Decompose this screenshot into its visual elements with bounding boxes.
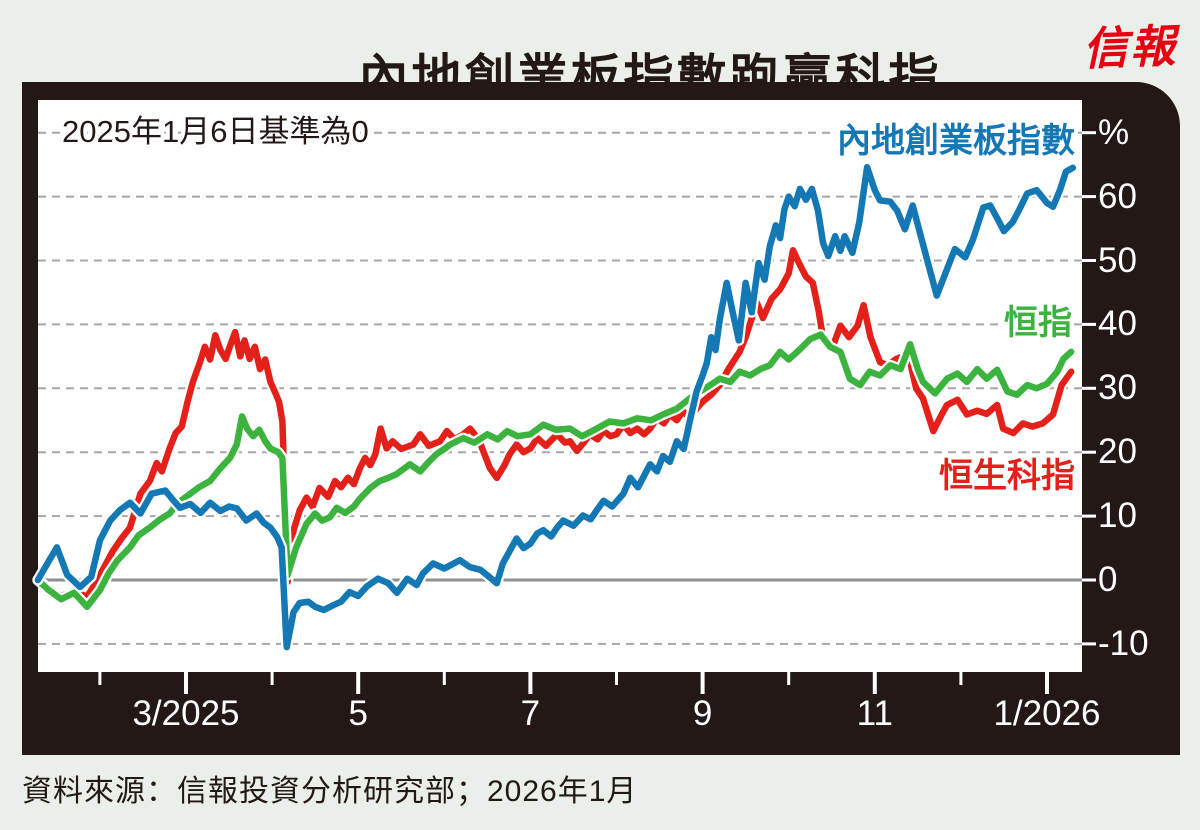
y-tick-label: 20 — [1098, 432, 1137, 472]
legend-label-hsi: 恒指 — [1004, 304, 1072, 342]
plot-area: 2025年1月6日基準為0 內地創業板指數恒指恒生科指 — [32, 100, 1096, 694]
series-line-hsi — [34, 331, 1075, 611]
series-line-hstech — [34, 247, 1075, 600]
baseline-note: 2025年1月6日基準為0 — [62, 114, 369, 149]
y-tick-label: 30 — [1098, 368, 1137, 408]
y-tick-label: 0 — [1098, 560, 1118, 599]
y-tick-label: 50 — [1098, 240, 1137, 280]
y-axis-unit-label: % — [1098, 112, 1130, 152]
legend-label-chinext: 內地創業板指數 — [837, 122, 1075, 160]
x-tick-label: 1/2026 — [993, 694, 1101, 733]
y-tick-label: 40 — [1098, 304, 1137, 344]
x-tick-label: 5 — [348, 694, 368, 733]
series-line-chinext — [34, 163, 1077, 651]
chart-frame: 2025年1月6日基準為0 內地創業板指數 恒指 恒生科指 % 60 50 40 30 20 10… — [22, 82, 1180, 755]
brand-logo-hkej: 信報 — [1082, 19, 1178, 76]
x-tick-label: 11 — [856, 694, 893, 733]
series-line-chinext-halo — [32, 161, 1079, 653]
x-tick-label: 3/2025 — [132, 694, 240, 733]
y-tick-label: 10 — [1098, 496, 1137, 536]
legend-label-hstech: 恒生科指 — [939, 457, 1075, 495]
x-tick-label: 9 — [692, 694, 713, 733]
source-note: 資料來源：信報投資分析研究部；2026年1月 — [22, 775, 638, 808]
x-tick-label: 7 — [520, 694, 541, 733]
y-tick-label: 60 — [1098, 176, 1137, 216]
y-tick-label: -10 — [1098, 623, 1149, 663]
